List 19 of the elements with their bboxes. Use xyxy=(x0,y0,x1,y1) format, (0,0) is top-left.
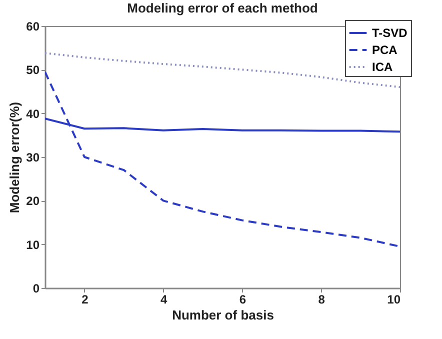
y-tick-label: 60 xyxy=(26,20,40,34)
x-tick-label: 8 xyxy=(318,292,326,306)
y-tick-label: 40 xyxy=(26,106,40,121)
y-tick-label: 0 xyxy=(32,282,40,296)
chart-title: Modeling error of each method xyxy=(127,0,318,16)
x-tick-label: 6 xyxy=(239,292,246,306)
y-tick-label: 50 xyxy=(26,63,40,78)
legend-label: PCA xyxy=(372,43,398,57)
y-tick-label: 30 xyxy=(26,150,40,164)
x-tick-label: 10 xyxy=(387,292,401,306)
y-axis-title: Modeling error(%) xyxy=(7,102,22,214)
legend-label: ICA xyxy=(372,60,393,74)
x-tick-label: 4 xyxy=(160,292,168,306)
line-series xyxy=(45,70,400,248)
legend-label: T-SVD xyxy=(372,26,408,40)
y-tick-label: 20 xyxy=(26,194,40,208)
x-axis-title: Number of basis xyxy=(172,308,274,322)
y-tick-label: 10 xyxy=(26,238,40,252)
x-tick-label: 2 xyxy=(82,292,89,306)
